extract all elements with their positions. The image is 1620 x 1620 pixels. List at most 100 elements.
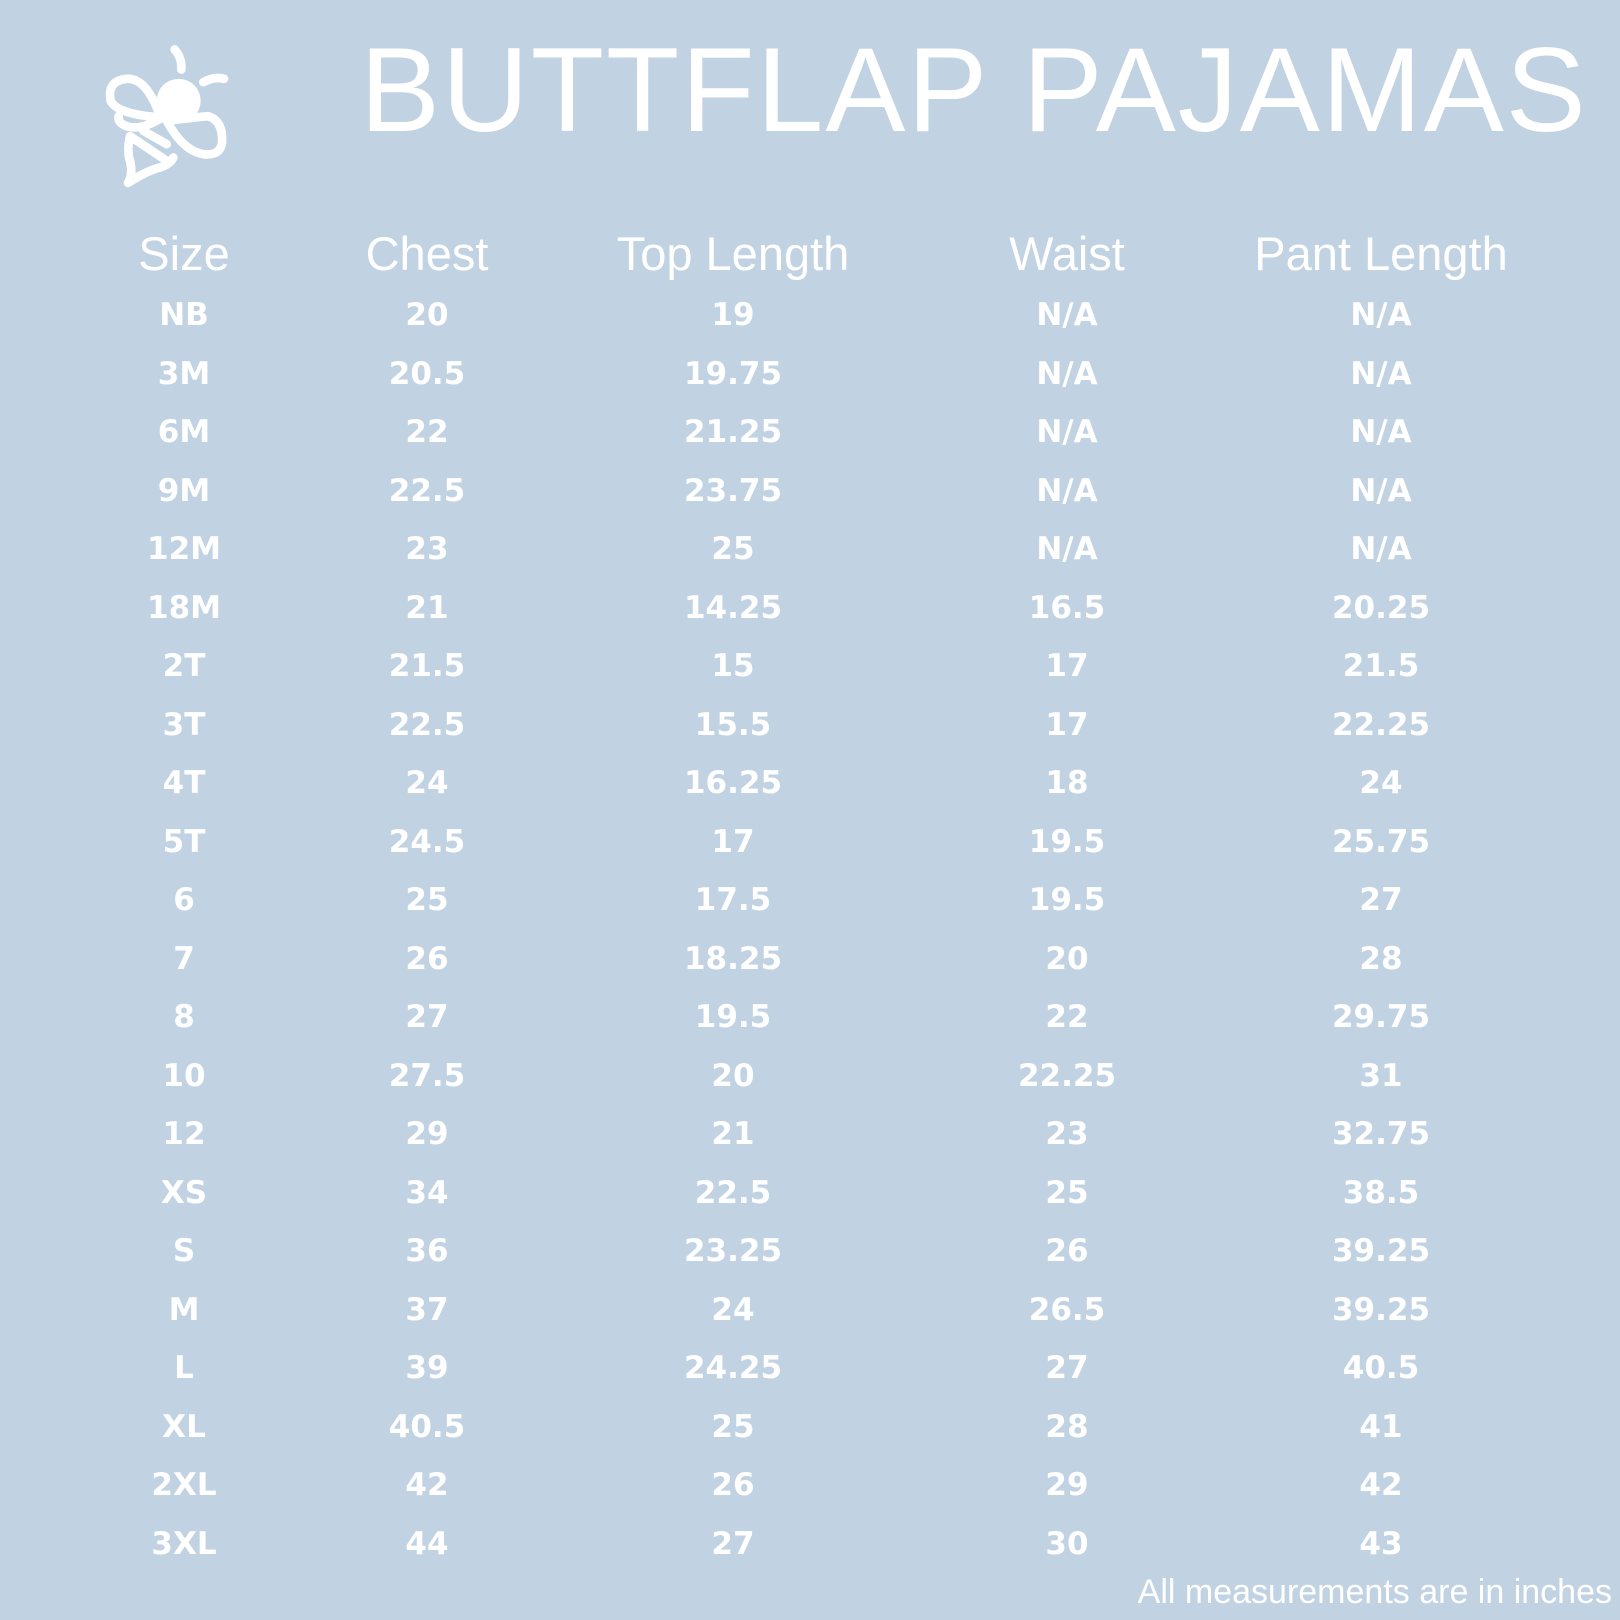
cell-size: 3M (157, 355, 211, 392)
header-chest: Chest (365, 226, 489, 280)
cell-size: 7 (173, 940, 195, 977)
cell-top-length: 24 (711, 1291, 755, 1328)
cell-chest: 42 (405, 1467, 449, 1504)
cell-pant-length: 27 (1359, 882, 1403, 919)
cell-chest: 21.5 (388, 648, 466, 685)
table-row: 10 27.5 20 22.25 31 (0, 1047, 1620, 1106)
cell-pant-length: N/A (1350, 355, 1412, 392)
header-top-length: Top Length (616, 226, 850, 280)
cell-waist: 22.25 (1017, 1057, 1117, 1094)
cell-pant-length: N/A (1350, 472, 1412, 509)
table-row: 3XL 44 27 30 43 (0, 1515, 1620, 1574)
table-row: 8 27 19.5 22 29.75 (0, 988, 1620, 1047)
cell-top-length: 18.25 (683, 940, 783, 977)
cell-pant-length: 21.5 (1342, 648, 1420, 685)
cell-size: NB (159, 297, 209, 334)
cell-pant-length: 39.25 (1331, 1233, 1431, 1270)
header-size: Size (138, 226, 230, 280)
cell-top-length: 17 (711, 823, 755, 860)
cell-top-length: 21.25 (683, 414, 783, 451)
table-row: XS 34 22.5 25 38.5 (0, 1164, 1620, 1223)
cell-chest: 22.5 (388, 472, 466, 509)
cell-waist: 19.5 (1028, 823, 1106, 860)
cell-size: 10 (162, 1057, 206, 1094)
cell-waist: 22 (1045, 999, 1089, 1036)
cell-pant-length: 38.5 (1342, 1174, 1420, 1211)
cell-pant-length: 22.25 (1331, 706, 1431, 743)
table-row: 2T 21.5 15 17 21.5 (0, 637, 1620, 696)
cell-waist: N/A (1036, 414, 1098, 451)
cell-chest: 23 (405, 531, 449, 568)
table-header: Size Chest Top Length Waist Pant Length (0, 222, 1620, 284)
cell-size: XL (162, 1408, 206, 1445)
cell-waist: 26 (1045, 1233, 1089, 1270)
table-row: M 37 24 26.5 39.25 (0, 1281, 1620, 1340)
cell-waist: 20 (1045, 940, 1089, 977)
table-row: 5T 24.5 17 19.5 25.75 (0, 813, 1620, 872)
header-waist: Waist (1009, 226, 1125, 280)
cell-chest: 22 (405, 414, 449, 451)
cell-pant-length: 29.75 (1331, 999, 1431, 1036)
cell-top-length: 24.25 (683, 1350, 783, 1387)
cell-chest: 29 (405, 1116, 449, 1153)
cell-size: 3XL (151, 1525, 217, 1562)
cell-size: 9M (157, 472, 211, 509)
cell-pant-length: 39.25 (1331, 1291, 1431, 1328)
table-row: 6M 22 21.25 N/A N/A (0, 403, 1620, 462)
cell-top-length: 19.75 (683, 355, 783, 392)
size-chart-table: Size Chest Top Length Waist Pant Length … (0, 222, 1620, 1573)
table-body: NB 20 19 N/A N/A 3M 20.5 19.75 N/A N/A 6M 22 21.25 N/… (0, 286, 1620, 1573)
cell-chest: 36 (405, 1233, 449, 1270)
cell-pant-length: N/A (1350, 297, 1412, 334)
cell-top-length: 26 (711, 1467, 755, 1504)
cell-chest: 27.5 (388, 1057, 466, 1094)
table-row: XL 40.5 25 28 41 (0, 1398, 1620, 1457)
cell-top-length: 17.5 (694, 882, 772, 919)
footer-note: All measurements are in inches (1137, 1573, 1612, 1611)
table-row: 6 25 17.5 19.5 27 (0, 871, 1620, 930)
cell-size: 12M (147, 531, 221, 568)
cell-pant-length: 20.25 (1331, 589, 1431, 626)
cell-size: 3T (162, 706, 206, 743)
cell-size: 6M (157, 414, 211, 451)
cell-chest: 24.5 (388, 823, 466, 860)
cell-chest: 22.5 (388, 706, 466, 743)
cell-waist: 26.5 (1028, 1291, 1106, 1328)
cell-chest: 25 (405, 882, 449, 919)
cell-pant-length: 32.75 (1331, 1116, 1431, 1153)
cell-chest: 21 (405, 589, 449, 626)
header-pant-length: Pant Length (1254, 226, 1508, 280)
cell-top-length: 23.25 (683, 1233, 783, 1270)
cell-chest: 26 (405, 940, 449, 977)
cell-pant-length: N/A (1350, 531, 1412, 568)
cell-top-length: 20 (711, 1057, 755, 1094)
cell-chest: 34 (405, 1174, 449, 1211)
cell-size: S (172, 1233, 196, 1270)
cell-chest: 44 (405, 1525, 449, 1562)
bee-logo-icon (105, 45, 229, 188)
cell-top-length: 19 (711, 297, 755, 334)
cell-waist: 29 (1045, 1467, 1089, 1504)
cell-chest: 40.5 (388, 1408, 466, 1445)
cell-pant-length: 24 (1359, 765, 1403, 802)
cell-top-length: 21 (711, 1116, 755, 1153)
cell-top-length: 22.5 (694, 1174, 772, 1211)
cell-top-length: 15 (711, 648, 755, 685)
cell-size: 12 (162, 1116, 206, 1153)
cell-waist: 27 (1045, 1350, 1089, 1387)
cell-pant-length: 40.5 (1342, 1350, 1420, 1387)
cell-waist: 17 (1045, 648, 1089, 685)
cell-chest: 24 (405, 765, 449, 802)
table-row: 18M 21 14.25 16.5 20.25 (0, 579, 1620, 638)
cell-chest: 39 (405, 1350, 449, 1387)
table-row: NB 20 19 N/A N/A (0, 286, 1620, 345)
cell-top-length: 15.5 (694, 706, 772, 743)
cell-size: 18M (147, 589, 221, 626)
cell-pant-length: 42 (1359, 1467, 1403, 1504)
cell-chest: 27 (405, 999, 449, 1036)
cell-top-length: 27 (711, 1525, 755, 1562)
cell-chest: 37 (405, 1291, 449, 1328)
table-row: 7 26 18.25 20 28 (0, 930, 1620, 989)
cell-top-length: 16.25 (683, 765, 783, 802)
table-row: L 39 24.25 27 40.5 (0, 1339, 1620, 1398)
